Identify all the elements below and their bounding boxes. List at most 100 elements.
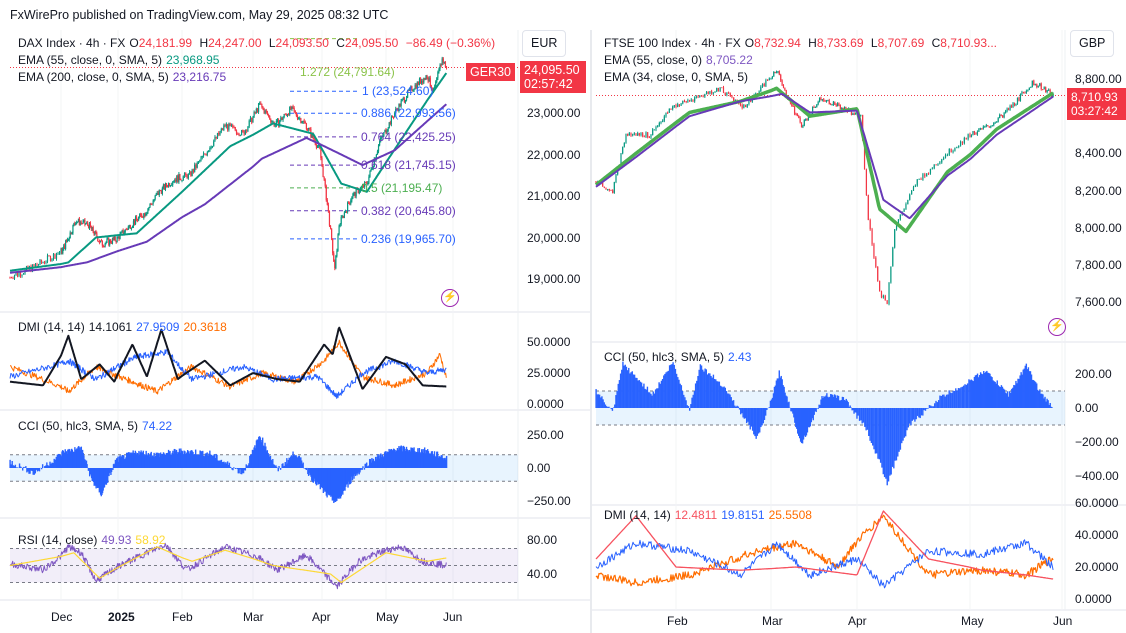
ema200-legend[interactable]: EMA (200, close, 0, SMA, 5) 23,216.75 (18, 68, 230, 86)
ftse-cci-bar (788, 401, 790, 408)
ftse-cci-bar (970, 379, 972, 408)
dax-candle (288, 114, 290, 116)
dax-cci-bar (374, 460, 376, 468)
ftse-cci-bar (639, 381, 642, 408)
dax-cci-bar (267, 452, 269, 468)
ftse-cci-bar (652, 391, 654, 408)
dax-candle (133, 221, 136, 224)
ftse-cci-bar (692, 394, 694, 408)
ftse-candle (831, 104, 833, 106)
dax-candle (256, 108, 259, 112)
dax-cci-bar (254, 448, 257, 468)
dax-cci-bar (380, 453, 382, 468)
dax-cci-bar (15, 467, 18, 468)
dax-cci-bar (273, 464, 276, 468)
dax-cci-bar (191, 450, 193, 468)
ema55-legend[interactable]: EMA (55, close, 0, SMA, 5) 23,968.95 (18, 51, 223, 69)
ftse-candle (1027, 90, 1029, 92)
ftse-candle (914, 185, 916, 187)
dax-cci-bar (214, 458, 216, 468)
dax-candle (128, 224, 130, 227)
ftse-cci-legend[interactable]: CCI (50, hlc3, SMA, 5) 2.43 (604, 348, 755, 366)
ftse-cci-bar (684, 397, 686, 408)
ftse-candle (814, 107, 816, 109)
dax-minus-di-line (10, 339, 447, 395)
ftse-cci-bar (707, 373, 710, 408)
ftse-dmi-legend[interactable]: DMI (14, 14) 12.4811 19.8151 25.5508 (604, 506, 816, 524)
dax-candle (427, 78, 429, 82)
dax-cci-bar (194, 454, 196, 468)
dax-rsi-legend[interactable]: RSI (14, close) 49.93 58.92 (18, 531, 169, 549)
dax-candle (443, 61, 445, 63)
cci-value: 74.22 (142, 419, 173, 433)
ftse-candle (961, 141, 964, 144)
ftse-cci-bar (619, 373, 622, 408)
dax-cci-bar (263, 446, 265, 468)
dax-candle (129, 224, 131, 229)
ftse-candle (972, 131, 974, 136)
dax-candle (146, 212, 148, 214)
dax-candle (397, 109, 399, 111)
dax-cci-bar (218, 460, 220, 468)
ema-value: 23,216.75 (172, 70, 227, 84)
dax-cci-bar (200, 450, 202, 468)
dax-cci-bar (146, 455, 149, 468)
ftse-cci-bar (944, 396, 946, 408)
symbol-name[interactable]: FTSE 100 Index · 4h · FX (604, 36, 741, 50)
currency-button[interactable]: GBP (1070, 30, 1115, 57)
ema34-legend[interactable]: EMA (34, close, 0, SMA, 5) (604, 68, 752, 86)
dax-cci-bar (184, 451, 186, 468)
dax-cci-legend[interactable]: CCI (50, hlc3, SMA, 5) 74.22 (18, 417, 176, 435)
ftse-cci-bar (828, 397, 830, 408)
dax-cci-bar (207, 455, 209, 468)
ftse-candle (948, 149, 950, 155)
symbol-name[interactable]: DAX Index · 4h · FX (18, 36, 126, 50)
ftse-cci-bar (849, 405, 851, 408)
ftse-candle (793, 106, 796, 114)
dax-candle (151, 203, 153, 205)
ftse-cci-bar (749, 408, 751, 430)
dax-cci-bar (202, 455, 205, 468)
open-label: O (744, 36, 755, 50)
dax-candle (122, 230, 124, 235)
lightning-icon[interactable]: ⚡ (1048, 318, 1066, 336)
dax-cci-bar (296, 456, 298, 468)
dax-cci-bar (196, 455, 199, 468)
ftse-cci-bar (711, 377, 713, 408)
bar-countdown: 02:57:42 (524, 77, 573, 91)
dax-cci-bar (154, 457, 156, 468)
dax-cci-bar (292, 451, 294, 468)
ftse-cci-bar (869, 408, 871, 441)
dax-candle (418, 78, 421, 85)
ftse-cci-bar (973, 376, 976, 408)
dax-cci-bar (429, 453, 431, 468)
dax-candle (237, 133, 239, 135)
ftse-cci-bar (838, 400, 841, 408)
currency-button[interactable]: EUR (522, 30, 567, 57)
ema55-legend[interactable]: EMA (55, close, 0) 8,705.22 (604, 51, 757, 69)
dax-cci-bar (337, 468, 340, 499)
dax-rsi-ma-line (9, 546, 447, 584)
ftse-candle (632, 134, 634, 136)
dax-candle (10, 276, 13, 279)
dax-cci-bar (16, 467, 19, 468)
last-price: 8,710.93 (1071, 90, 1118, 104)
dax-dmi-legend[interactable]: DMI (14, 14) 14.1061 27.9509 20.3618 (18, 318, 231, 336)
ftse-candle (672, 106, 674, 110)
ftse-cci-bar (844, 400, 847, 408)
ftse-cci-bar (975, 374, 978, 408)
lightning-icon[interactable]: ⚡ (441, 289, 459, 307)
ftse-cci-bar (951, 393, 953, 408)
ftse-cci-bar (600, 397, 602, 408)
ftse-cci-bar (688, 408, 691, 411)
ftse-candle (907, 199, 909, 205)
dax-cci-bar (164, 454, 167, 468)
ftse-cci-bar (1023, 368, 1025, 408)
dax-cci-bar (147, 452, 150, 468)
ftse-cci-bar (1047, 400, 1049, 408)
dax-cci-bar (405, 446, 408, 468)
dax-cci-bar (259, 437, 262, 468)
ftse-cci-bar (781, 379, 783, 408)
dax-cci-bar (331, 468, 334, 501)
